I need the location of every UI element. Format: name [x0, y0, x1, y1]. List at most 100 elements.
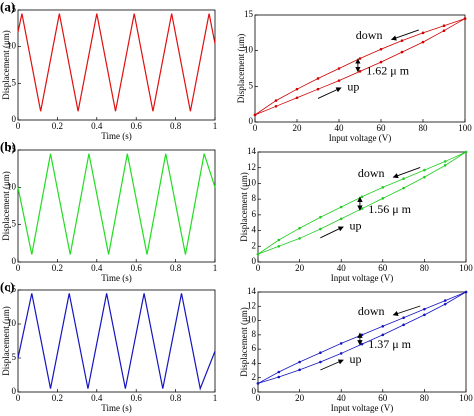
x-tick-label: 100	[459, 263, 473, 273]
y-tick-label: 10	[247, 177, 257, 187]
x-axis-label: Time (s)	[101, 403, 131, 413]
x-tick-label: 0	[253, 123, 258, 133]
y-tick-label: 10	[244, 45, 254, 55]
y-tick-label: 15	[244, 9, 254, 19]
data-point	[319, 351, 322, 355]
y-tick-label: 8	[252, 193, 257, 203]
x-axis-label: Input voltage (V)	[331, 403, 393, 413]
y-axis-label: Displacement (μm)	[1, 171, 11, 241]
x-axis-label: Input voltage (V)	[329, 133, 391, 143]
annotation: 1.56 μ m	[368, 202, 411, 216]
annotation-arrow	[317, 87, 342, 99]
data-point	[339, 352, 343, 355]
y-tick-label: 14	[247, 286, 257, 296]
x-axis-label: Time (s)	[101, 273, 131, 283]
x-tick-label: 0.4	[91, 393, 103, 403]
annotation: up	[347, 80, 359, 94]
data-point	[298, 226, 301, 230]
data-point	[319, 227, 322, 231]
y-axis-label: Displacement (μm)	[239, 172, 249, 242]
y-tick-label: 0	[252, 256, 257, 266]
data-point	[319, 360, 322, 364]
data-point	[402, 316, 405, 320]
y-tick-label: 5	[12, 352, 17, 362]
x-tick-label: 80	[420, 393, 430, 403]
annotation: down	[358, 166, 385, 180]
data-point	[421, 40, 425, 44]
x-tick-label: 0.8	[170, 121, 182, 131]
y-axis-label: Displacement (μm)	[1, 30, 11, 100]
data-point	[319, 215, 322, 219]
data-point	[316, 77, 320, 80]
data-point	[339, 342, 343, 345]
y-tick-label: 0	[249, 116, 254, 126]
y-axis-label: Displacement (μm)	[236, 34, 246, 104]
x-tick-label: 40	[335, 123, 345, 133]
data-point	[443, 299, 447, 302]
y-tick-label: 10	[7, 318, 17, 328]
x-tick-label: 80	[419, 123, 429, 133]
data-point	[295, 96, 299, 100]
data-point	[423, 175, 426, 179]
x-tick-label: 40	[337, 393, 347, 403]
y-tick-label: 0	[12, 386, 17, 396]
data-point	[423, 168, 426, 172]
x-tick-label: 40	[337, 263, 347, 273]
x-tick-label: 0	[16, 121, 21, 131]
data-point	[360, 207, 364, 210]
y-tick-label: 12	[247, 162, 256, 172]
x-tick-label: 60	[377, 123, 387, 133]
x-tick-label: 80	[420, 263, 430, 273]
x-tick-label: 20	[295, 263, 305, 273]
data-point	[360, 342, 364, 346]
data-point	[379, 60, 383, 64]
x-tick-label: 0.8	[170, 263, 182, 273]
x-tick-label: 20	[293, 123, 303, 133]
data-point	[464, 290, 468, 294]
data-point	[379, 47, 383, 51]
x-tick-label: 0.4	[91, 263, 103, 273]
y-tick-label: 5	[12, 219, 17, 229]
x-axis-label: Input voltage (V)	[331, 273, 393, 283]
data-point	[381, 324, 385, 328]
data-point	[274, 99, 278, 102]
annotation: up	[350, 352, 362, 366]
data-point	[443, 164, 447, 167]
data-point	[339, 205, 343, 209]
series-line	[17, 13, 216, 112]
data-point	[442, 29, 446, 32]
data-point	[358, 57, 362, 60]
y-axis-label: Displacement (μm)	[239, 307, 249, 377]
y-tick-label: 0	[252, 386, 257, 396]
x-tick-label: 0.8	[170, 393, 182, 403]
data-point	[463, 17, 467, 20]
data-point	[337, 67, 341, 70]
panel-label: (a)	[0, 0, 15, 14]
annotation-arrow	[320, 226, 344, 239]
x-tick-label: 0.4	[91, 121, 103, 131]
data-point	[402, 177, 405, 181]
data-point	[443, 160, 447, 163]
x-tick-label: 100	[459, 393, 473, 403]
x-tick-label: 0.2	[52, 121, 63, 131]
annotation-arrow	[320, 359, 344, 371]
data-point	[298, 360, 301, 364]
series-line	[17, 153, 216, 255]
y-tick-label: 10	[7, 41, 17, 51]
data-point	[400, 39, 404, 42]
y-tick-label: 0	[12, 114, 17, 124]
x-tick-label: 0	[256, 263, 261, 273]
annotation-arrow	[392, 166, 421, 179]
data-point	[298, 368, 301, 372]
plot-frame	[257, 151, 467, 263]
data-point	[256, 382, 260, 385]
data-point	[360, 195, 364, 199]
y-tick-label: 2	[252, 240, 257, 250]
x-tick-label: 0.6	[131, 263, 143, 273]
x-tick-label: 100	[458, 123, 472, 133]
annotation: 1.62 μ m	[366, 63, 409, 77]
data-point	[316, 87, 320, 91]
x-tick-label: 60	[378, 263, 388, 273]
data-point	[253, 113, 257, 117]
